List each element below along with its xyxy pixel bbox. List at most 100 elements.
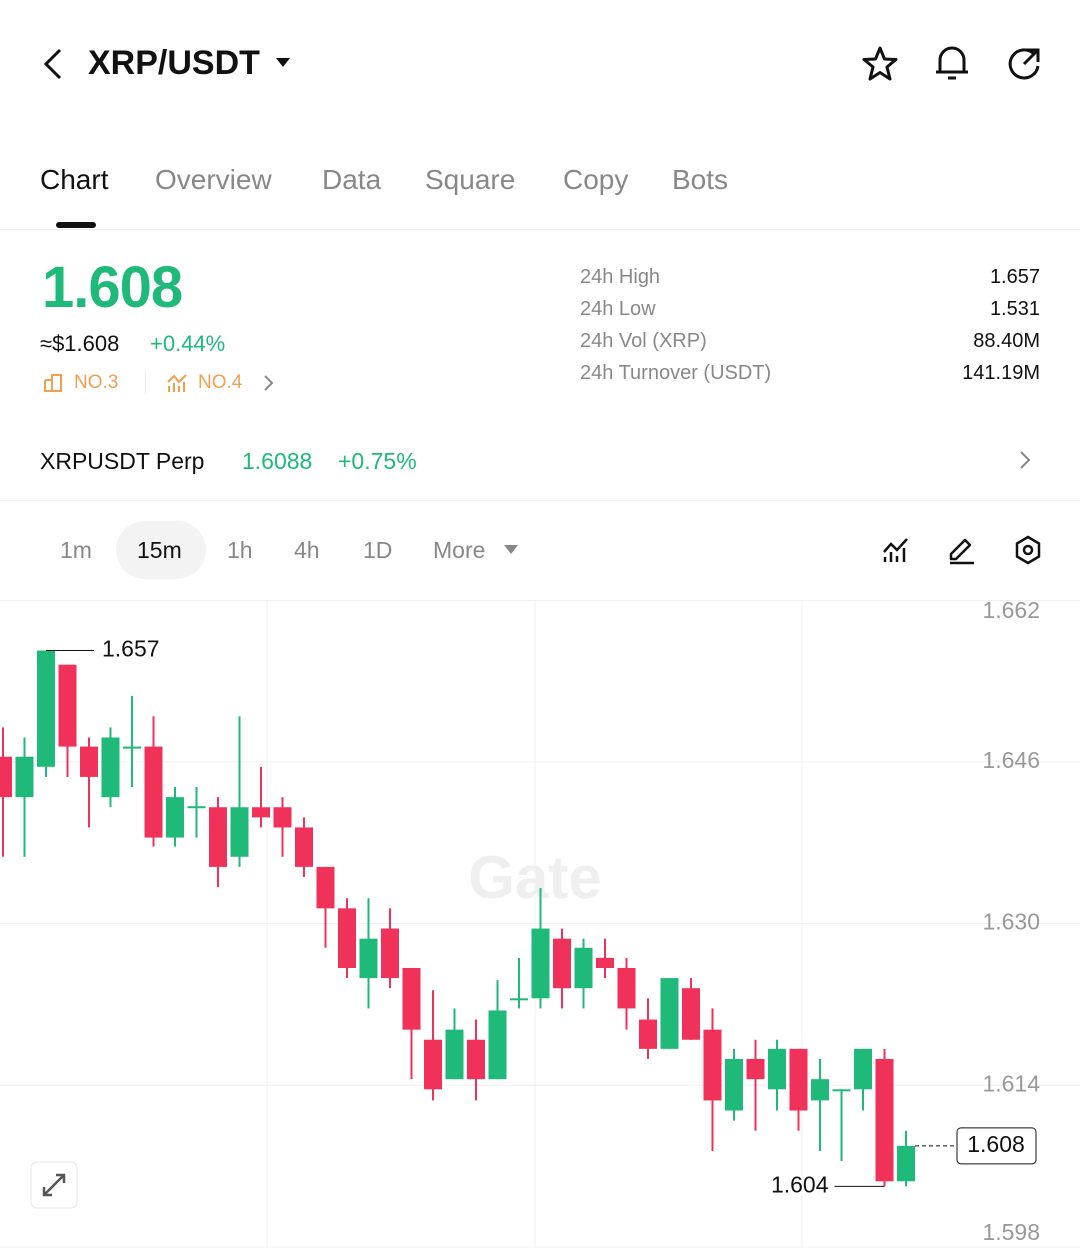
max-label: 1.657 xyxy=(102,636,160,662)
perp-name[interactable]: XRPUSDT Perp xyxy=(40,448,205,474)
candle-body xyxy=(359,938,378,979)
indicator-icon[interactable] xyxy=(880,534,912,566)
candle-body xyxy=(187,806,206,809)
candle-body xyxy=(553,938,571,989)
stat-label: 24h Low xyxy=(580,298,656,320)
candle-body xyxy=(445,1029,464,1080)
tab-indicator xyxy=(56,222,96,228)
divider xyxy=(0,229,1080,230)
favorite-icon[interactable] xyxy=(860,44,900,84)
candle-body xyxy=(273,807,292,828)
alert-icon[interactable] xyxy=(932,42,972,84)
watermark: Gate xyxy=(468,844,601,911)
candle-body xyxy=(295,827,313,867)
interval-active-bg xyxy=(116,521,206,579)
stat-label: 24h Vol (XRP) xyxy=(580,330,707,352)
interval[interactable]: 4h xyxy=(294,537,320,563)
y-tick-label: 1.646 xyxy=(982,747,1040,773)
interval-more[interactable]: More xyxy=(433,537,486,563)
candle-body xyxy=(0,756,12,798)
candle-body xyxy=(166,797,184,838)
pair-title[interactable]: XRP/USDT xyxy=(88,44,260,82)
expand-button[interactable] xyxy=(30,1161,78,1209)
candle-body xyxy=(854,1048,872,1090)
candle-body xyxy=(811,1079,829,1101)
y-tick-label: 1.630 xyxy=(982,909,1040,935)
divider xyxy=(0,500,1080,501)
candle-body xyxy=(144,746,163,838)
candle-body xyxy=(682,988,700,1040)
last-price: 1.608 xyxy=(42,255,183,320)
share-icon[interactable] xyxy=(1004,44,1044,84)
back-button[interactable] xyxy=(38,44,70,84)
stat-value: 88.40M xyxy=(973,330,1040,352)
candle-body xyxy=(488,1010,507,1080)
candle-body xyxy=(746,1058,765,1080)
stat-value: 1.531 xyxy=(989,298,1040,320)
separator xyxy=(145,372,146,394)
tab[interactable]: Data xyxy=(322,164,382,195)
chevron[interactable] xyxy=(262,373,276,393)
candle-body xyxy=(15,756,34,798)
last-price-box xyxy=(956,1127,1037,1165)
interval-active[interactable]: 15m xyxy=(137,537,182,563)
candle-body xyxy=(80,746,98,777)
settings-icon[interactable] xyxy=(1012,534,1044,566)
rank[interactable]: NO.3 xyxy=(74,372,119,393)
candle-body xyxy=(123,746,141,749)
candle-body xyxy=(574,947,593,989)
candlestick-chart: Gate 1.662 1.646 1.630 1.614 1.598 1.657 1.604… xyxy=(0,600,1080,1248)
candle-body xyxy=(596,957,614,968)
stat-value: 1.657 xyxy=(989,266,1040,288)
more-dropdown[interactable] xyxy=(502,543,520,557)
candle-body xyxy=(875,1058,894,1182)
y-tick-label: 1.598 xyxy=(982,1219,1040,1245)
usd-price: ≈$1.608 xyxy=(40,331,120,356)
candle-body xyxy=(789,1048,808,1111)
min-label: 1.604 xyxy=(771,1171,829,1197)
tab[interactable]: Copy xyxy=(563,164,629,195)
candle-body xyxy=(402,967,421,1030)
rank-icon xyxy=(167,374,187,392)
candle-body xyxy=(897,1145,915,1182)
candle-body xyxy=(209,807,227,867)
stat-value: 141.19M xyxy=(962,362,1040,384)
candle-body xyxy=(531,928,550,999)
interval[interactable]: 1m xyxy=(60,537,92,563)
candle-body xyxy=(768,1048,786,1090)
rank[interactable]: NO.4 xyxy=(198,372,243,393)
pair-dropdown[interactable] xyxy=(274,56,292,70)
candle-body xyxy=(37,650,55,767)
tab-active[interactable]: Chart xyxy=(40,164,109,195)
candle-body xyxy=(832,1089,851,1092)
candle-body xyxy=(58,664,77,747)
candle-body xyxy=(101,737,120,798)
last-price-label: 1.608 xyxy=(967,1131,1025,1157)
tab[interactable]: Overview xyxy=(155,164,272,195)
tab[interactable]: Bots xyxy=(672,164,729,195)
price-change: +0.44% xyxy=(150,331,226,356)
candle-body xyxy=(639,1019,657,1049)
tab[interactable]: Square xyxy=(425,164,516,195)
perp-change: +0.75% xyxy=(338,448,417,474)
candle-body xyxy=(660,978,679,1049)
stat-label: 24h High xyxy=(580,266,661,288)
perp-price: 1.6088 xyxy=(242,448,313,474)
draw-icon[interactable] xyxy=(946,534,978,566)
candle-body xyxy=(316,866,335,909)
candle-body xyxy=(230,807,249,857)
candle-body xyxy=(424,1039,442,1090)
y-tick-label: 1.614 xyxy=(982,1070,1040,1096)
candle-body xyxy=(725,1058,743,1111)
candle-body xyxy=(617,967,636,1009)
chevron[interactable] xyxy=(1018,449,1034,471)
candle-body xyxy=(338,908,356,968)
interval[interactable]: 1D xyxy=(363,537,393,563)
candle-body xyxy=(381,928,399,979)
y-tick-label: 1.662 xyxy=(982,600,1040,623)
interval[interactable]: 1h xyxy=(227,537,253,563)
candle-body xyxy=(510,998,528,1001)
candle-body xyxy=(252,807,270,818)
rank-icon xyxy=(44,374,62,392)
